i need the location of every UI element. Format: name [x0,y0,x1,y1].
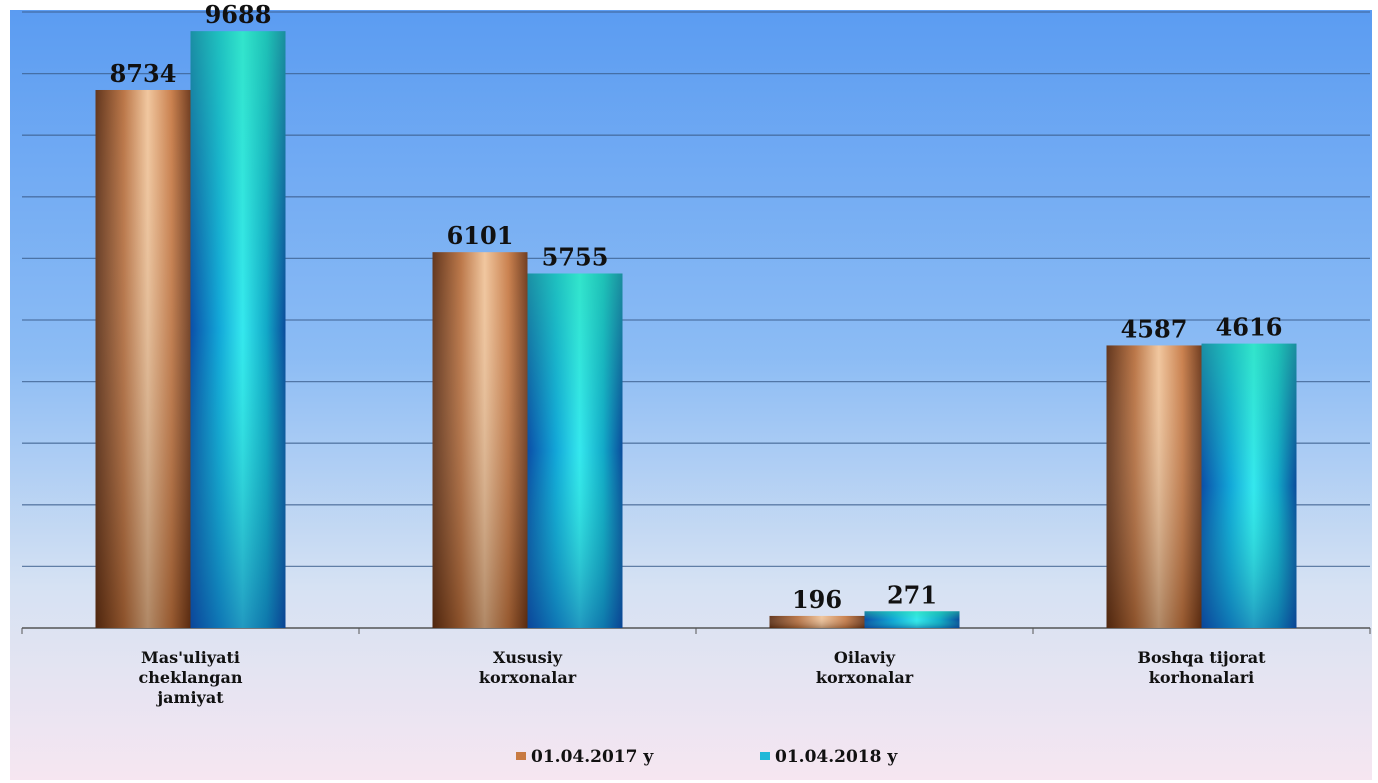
legend-swatch [516,752,526,760]
data-label: 5755 [542,242,609,271]
data-label: 9688 [205,0,272,29]
data-labels: 8734 9688 6101 5755 196 271 4587 4616 [110,0,1283,614]
bar-shading [864,611,960,628]
category-label: Mas'uliyati [141,648,240,667]
bar-shading [769,615,865,628]
data-label: 6101 [447,221,514,250]
category-label: korxonalar [816,668,914,687]
bar-shading [1201,343,1297,628]
bar-shading [1106,345,1202,628]
data-label: 4616 [1216,313,1283,342]
bars [95,31,1297,629]
data-label: 4587 [1121,314,1188,343]
data-label: 196 [792,585,842,614]
category-label: Boshqa tijorat [1137,648,1266,667]
bar-shading [190,31,286,629]
category-label: cheklangan [139,668,243,687]
legend-label: 01.04.2018 y [775,747,898,767]
bar-shading [95,89,191,629]
category-labels: Mas'uliyaticheklanganjamiyatXususiykorxo… [21,628,1371,707]
category-label: korxonalar [479,668,577,687]
legend: 01.04.2017 y 01.04.2018 y [516,747,898,767]
bar-shading [527,273,623,628]
legend-label: 01.04.2017 y [531,747,654,767]
category-label: Oilaviy [834,648,896,667]
category-label: korhonalari [1149,668,1254,687]
category-label: jamiyat [155,688,224,707]
legend-swatch [760,752,770,760]
category-label: Xususiy [493,648,563,667]
data-label: 271 [887,580,937,609]
data-label: 8734 [110,59,177,88]
bar-shading [432,252,528,628]
